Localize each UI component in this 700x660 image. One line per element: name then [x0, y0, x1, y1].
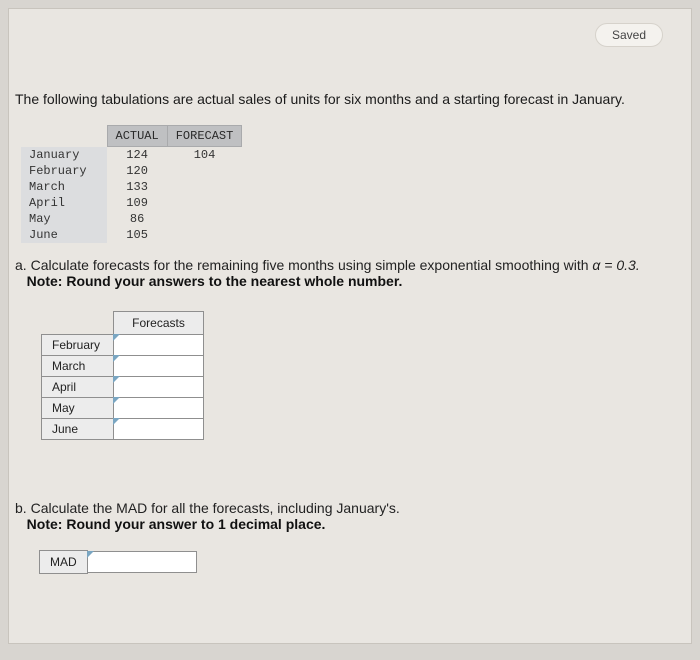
saved-chip: Saved [595, 23, 663, 47]
part-b: b. Calculate the MAD for all the forecas… [9, 440, 691, 532]
part-a-note: Note: Round your answers to the nearest … [27, 273, 403, 289]
forecast-cell [167, 211, 242, 227]
forecast-month: May [42, 398, 114, 419]
forecast-answer-table: Forecasts February March April May June [41, 311, 204, 440]
table-row: March 133 [21, 179, 242, 195]
actual-forecast-table: ACTUAL FORECAST January 124 104 February… [21, 125, 242, 243]
actual-cell: 124 [107, 147, 167, 164]
mad-label: MAD [39, 550, 88, 574]
forecast-cell [167, 163, 242, 179]
part-a: a. Calculate forecasts for the remaining… [9, 243, 691, 289]
actual-cell: 109 [107, 195, 167, 211]
forecast-cell [167, 195, 242, 211]
part-b-text: Calculate the MAD for all the forecasts,… [31, 500, 400, 516]
part-a-alpha: α = 0.3. [592, 257, 639, 273]
part-b-note: Note: Round your answer to 1 decimal pla… [27, 516, 326, 532]
forecast-input[interactable] [114, 377, 204, 398]
forecast-header-blank [42, 312, 114, 335]
forecast-cell [167, 179, 242, 195]
saved-label: Saved [612, 28, 646, 42]
header-blank [21, 126, 107, 147]
intro-text: The following tabulations are actual sal… [9, 9, 691, 107]
worksheet-page: Saved The following tabulations are actu… [8, 8, 692, 644]
forecast-month: April [42, 377, 114, 398]
forecast-input[interactable] [114, 335, 204, 356]
actual-cell: 133 [107, 179, 167, 195]
month-cell: June [21, 227, 107, 243]
forecast-input[interactable] [114, 356, 204, 377]
actual-cell: 120 [107, 163, 167, 179]
forecast-input[interactable] [114, 419, 204, 440]
actual-cell: 105 [107, 227, 167, 243]
forecast-cell: 104 [167, 147, 242, 164]
table-row: February 120 [21, 163, 242, 179]
forecast-month: June [42, 419, 114, 440]
header-forecast: FORECAST [167, 126, 242, 147]
forecast-month: February [42, 335, 114, 356]
part-a-prefix: a. [15, 257, 27, 273]
month-cell: February [21, 163, 107, 179]
header-actual: ACTUAL [107, 126, 167, 147]
table-row: March [42, 356, 204, 377]
month-cell: March [21, 179, 107, 195]
table-row: May [42, 398, 204, 419]
table-row: May 86 [21, 211, 242, 227]
table-row: February [42, 335, 204, 356]
table-row: June [42, 419, 204, 440]
part-b-prefix: b. [15, 500, 27, 516]
table-row: June 105 [21, 227, 242, 243]
forecast-input[interactable] [114, 398, 204, 419]
mad-row: MAD [39, 550, 691, 574]
mad-input[interactable] [87, 551, 197, 573]
actual-cell: 86 [107, 211, 167, 227]
month-cell: May [21, 211, 107, 227]
forecast-cell [167, 227, 242, 243]
month-cell: January [21, 147, 107, 164]
table-row: April 109 [21, 195, 242, 211]
part-a-text: Calculate forecasts for the remaining fi… [31, 257, 593, 273]
forecast-month: March [42, 356, 114, 377]
month-cell: April [21, 195, 107, 211]
table-row: January 124 104 [21, 147, 242, 164]
forecast-header: Forecasts [114, 312, 204, 335]
table-row: April [42, 377, 204, 398]
